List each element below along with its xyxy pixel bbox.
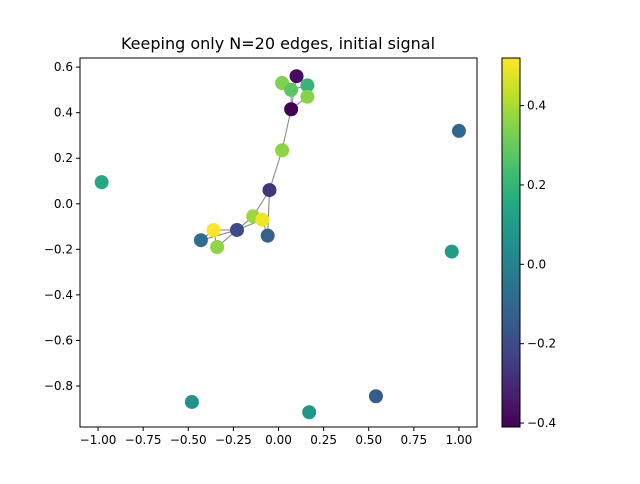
y-tick-label: 0.0 xyxy=(54,197,73,211)
x-tick-label: 0.00 xyxy=(265,433,292,447)
graph-node xyxy=(300,89,315,104)
graph-node xyxy=(300,78,315,93)
x-tick-label: −0.25 xyxy=(215,433,252,447)
colorbar-tick-label: 0.0 xyxy=(527,257,546,271)
y-tick-label: 0.4 xyxy=(54,106,73,120)
x-tick-label: 0.75 xyxy=(400,433,427,447)
y-axis: −0.8 −0.6 −0.4 −0.2 0.0 0.2 0.4 0.6 xyxy=(44,60,80,393)
y-tick-label: −0.6 xyxy=(44,333,73,347)
graph-node xyxy=(255,212,270,227)
y-tick-label: 0.6 xyxy=(54,60,73,74)
colorbar-tick-label: 0.2 xyxy=(527,178,546,192)
graph-node xyxy=(229,222,244,237)
graph-node xyxy=(289,69,304,84)
colorbar-tick-label: −0.4 xyxy=(527,416,556,430)
graph-node xyxy=(193,233,208,248)
chart-title: Keeping only N=20 edges, initial signal xyxy=(121,34,435,53)
graph-node xyxy=(451,123,466,138)
x-tick-label: −0.75 xyxy=(125,433,162,447)
x-tick-label: 1.00 xyxy=(446,433,473,447)
graph-node xyxy=(275,143,290,158)
y-tick-label: 0.2 xyxy=(54,151,73,165)
plot-frame xyxy=(79,57,478,428)
graph-edge xyxy=(267,190,270,236)
y-tick-label: −0.8 xyxy=(44,379,73,393)
y-tick-label: −0.4 xyxy=(44,288,73,302)
colorbar-tick-label: −0.2 xyxy=(527,337,556,351)
x-tick-label: −0.50 xyxy=(170,433,207,447)
node-layer xyxy=(94,69,466,420)
graph-node xyxy=(206,222,221,237)
x-tick-label: −1.00 xyxy=(80,433,117,447)
graph-node xyxy=(184,394,199,409)
x-axis: −1.00 −0.75 −0.50 −0.25 0.00 0.25 0.50 0.75 1.00 xyxy=(80,427,473,447)
graph-node xyxy=(210,240,225,255)
graph-node xyxy=(368,389,383,404)
x-tick-label: 0.25 xyxy=(310,433,337,447)
graph-node xyxy=(284,82,299,97)
colorbar xyxy=(501,57,521,428)
y-tick-label: −0.2 xyxy=(44,242,73,256)
colorbar-axis: −0.4 −0.2 0.0 0.2 0.4 xyxy=(520,99,556,430)
x-tick-label: 0.50 xyxy=(355,433,382,447)
colorbar-tick-label: 0.4 xyxy=(527,99,546,113)
graph-node xyxy=(94,175,109,190)
graph-node xyxy=(284,102,299,117)
graph-node xyxy=(262,183,277,198)
graph-node xyxy=(444,244,459,259)
graph-node xyxy=(260,228,275,243)
graph-node xyxy=(302,405,317,420)
